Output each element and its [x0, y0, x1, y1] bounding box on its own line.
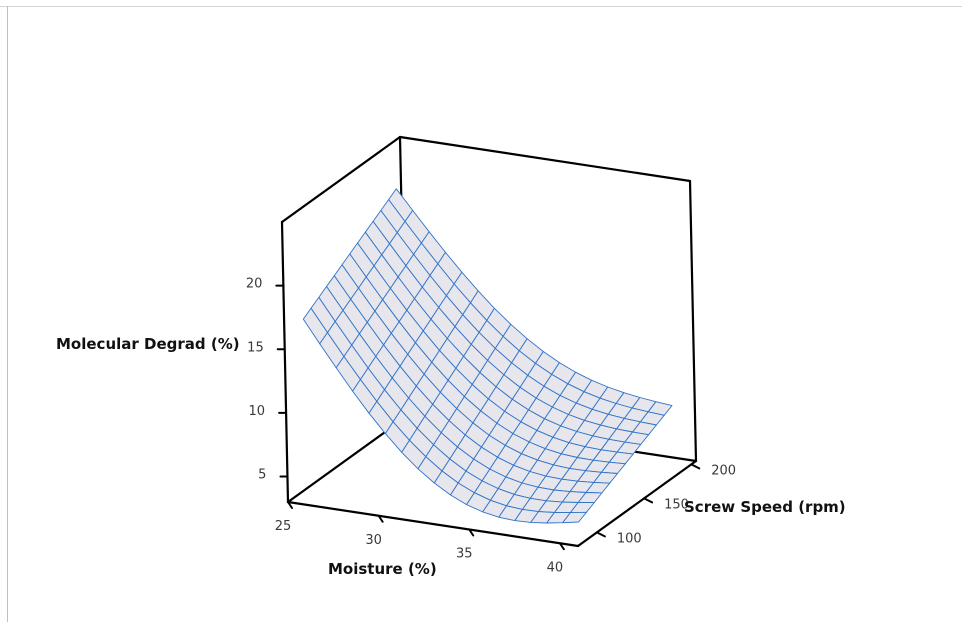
- x-tick-mark: [377, 514, 384, 523]
- y-tick-label: 150: [664, 497, 689, 512]
- z-axis-title: Molecular Degrad (%): [56, 335, 240, 353]
- z-tick-label: 20: [246, 277, 263, 292]
- z-tick-label: 10: [249, 404, 266, 419]
- y-tick-mark: [595, 531, 606, 538]
- y-tick-label: 100: [617, 531, 642, 546]
- x-tick-mark: [468, 528, 475, 537]
- x-tick-label: 30: [365, 533, 382, 548]
- box-edge-left-top: [280, 135, 402, 224]
- x-tick-mark: [287, 501, 293, 509]
- x-tick-label: 25: [275, 519, 292, 534]
- x-tick-label: 35: [456, 547, 473, 562]
- box-edge-back-top: [398, 135, 692, 183]
- response-surface: [302, 188, 673, 524]
- x-axis-line: [286, 500, 580, 548]
- z-tick-label: 5: [258, 468, 266, 483]
- z-axis-line: [280, 220, 290, 504]
- y-axis-title: Screw Speed (rpm): [684, 498, 846, 516]
- box-edge-back-right: [688, 179, 698, 463]
- y-tick-mark: [690, 463, 701, 470]
- y-tick-mark: [643, 497, 654, 504]
- x-tick-mark: [558, 542, 565, 551]
- axis-ticks: 5 10 15 20 25 30 35 40 100 150 200: [246, 220, 736, 575]
- x-tick-label: 40: [547, 560, 564, 575]
- frame-left-border: [7, 6, 8, 622]
- z-tick-label: 15: [247, 340, 264, 355]
- y-tick-label: 200: [711, 463, 736, 478]
- surface-cell: [562, 511, 587, 524]
- frame-top-border: [0, 6, 962, 7]
- x-axis-title: Moisture (%): [328, 560, 437, 578]
